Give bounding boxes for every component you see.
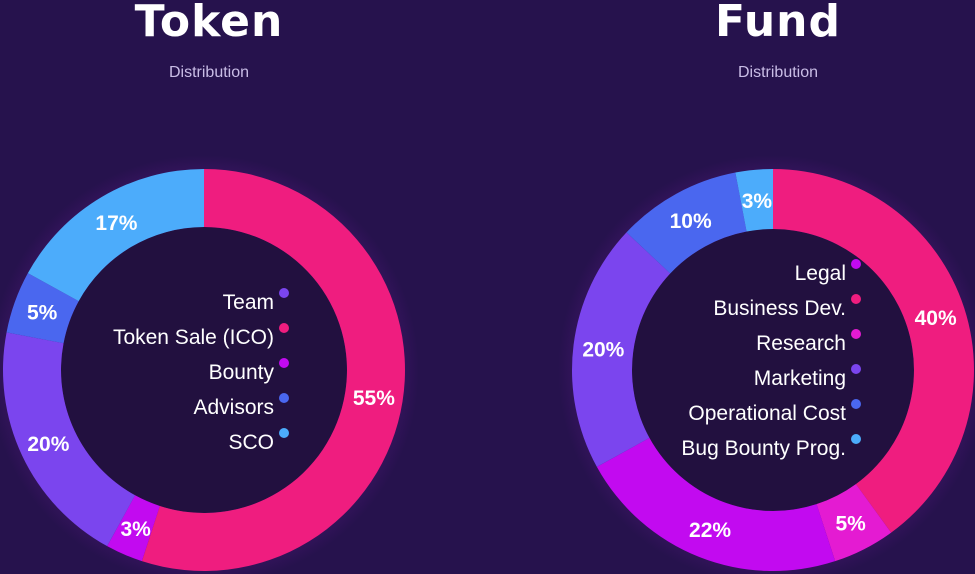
fund-legend-label-2: Research bbox=[756, 332, 846, 355]
token-legend-label-1: Token Sale (ICO) bbox=[113, 326, 274, 349]
token-hole bbox=[61, 227, 347, 513]
fund-slice-label-3: 20% bbox=[582, 339, 624, 362]
fund-slice-1 bbox=[816, 484, 892, 562]
fund-legend-label-1: Business Dev. bbox=[713, 297, 846, 320]
fund-slice-3 bbox=[571, 232, 671, 467]
fund-slice-label-1: 5% bbox=[835, 512, 866, 535]
token-legend-dot-4 bbox=[279, 428, 289, 438]
fund-legend-label-5: Bug Bounty Prog. bbox=[681, 437, 846, 460]
fund-chart-subtitle: Distribution bbox=[737, 64, 819, 81]
fund-legend-dot-0 bbox=[851, 259, 861, 269]
fund-legend-label-3: Marketing bbox=[754, 367, 846, 390]
fund-legend-dot-3 bbox=[851, 364, 861, 374]
token-slice-label-2: 20% bbox=[27, 433, 69, 456]
token-slice-label-3: 5% bbox=[27, 302, 58, 325]
fund-slice-label-0: 40% bbox=[915, 307, 957, 330]
fund-slice-label-2: 22% bbox=[689, 519, 731, 542]
token-donut-chart: 55% 3% 20% 5% 17% Team Token Sale (ICO) Bounty A… bbox=[0, 155, 419, 574]
token-slice-2 bbox=[3, 332, 136, 547]
token-slice-label-0: 55% bbox=[353, 387, 395, 410]
token-slice-label-4: 17% bbox=[95, 212, 137, 235]
token-slice-1 bbox=[107, 495, 160, 562]
token-slice-4 bbox=[27, 169, 204, 302]
token-legend-dot-0 bbox=[279, 288, 289, 298]
fund-legend-label-0: Legal bbox=[795, 262, 846, 285]
fund-donut-chart: 40% 5% 22% 20% 10% 3% Legal Business Dev. Resear… bbox=[558, 155, 975, 574]
token-slice-0 bbox=[141, 169, 406, 571]
token-slice-3 bbox=[6, 273, 79, 344]
fund-legend-label-4: Operational Cost bbox=[688, 402, 846, 425]
fund-legend-dot-4 bbox=[851, 399, 861, 409]
fund-legend-dot-5 bbox=[851, 434, 861, 444]
token-legend-label-2: Bounty bbox=[209, 361, 275, 384]
fund-legend-dot-1 bbox=[851, 294, 861, 304]
token-legend-dot-1 bbox=[279, 323, 289, 333]
token-legend-label-4: SCO bbox=[228, 431, 274, 454]
token-legend-label-0: Team bbox=[223, 291, 274, 314]
fund-slice-4 bbox=[626, 172, 747, 274]
fund-slice-label-4: 10% bbox=[670, 210, 712, 233]
token-chart-title: Token bbox=[134, 0, 284, 47]
token-slice-label-1: 3% bbox=[121, 518, 152, 541]
fund-slice-2 bbox=[596, 437, 836, 571]
token-chart-subtitle: Distribution bbox=[168, 64, 250, 81]
token-legend-label-3: Advisors bbox=[193, 396, 274, 419]
fund-slice-5 bbox=[735, 169, 773, 232]
fund-chart-title: Fund bbox=[714, 0, 841, 47]
fund-hole bbox=[632, 229, 914, 511]
token-legend-dot-2 bbox=[279, 358, 289, 368]
fund-slice-0 bbox=[773, 169, 974, 533]
fund-slice-label-5: 3% bbox=[742, 190, 773, 213]
fund-legend-dot-2 bbox=[851, 329, 861, 339]
token-legend-dot-3 bbox=[279, 393, 289, 403]
